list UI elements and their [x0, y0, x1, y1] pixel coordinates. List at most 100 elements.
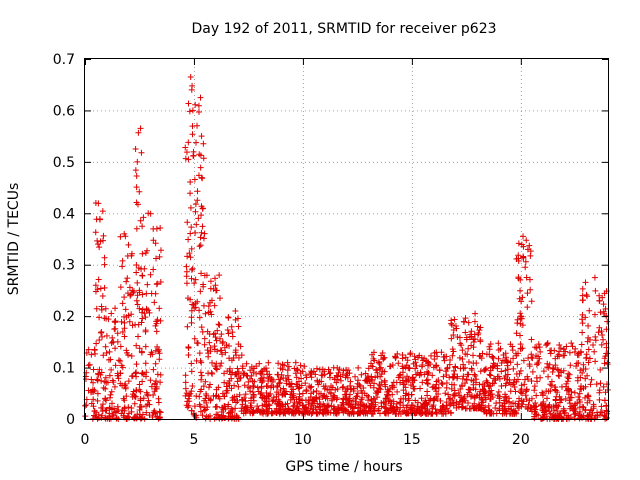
data-point — [137, 217, 144, 224]
data-point — [460, 373, 467, 380]
data-point — [377, 410, 384, 417]
data-point — [575, 393, 582, 400]
data-point — [196, 243, 203, 250]
data-point — [124, 275, 131, 282]
data-point — [267, 384, 274, 391]
data-point — [390, 379, 397, 386]
data-point — [601, 397, 608, 404]
data-point — [211, 346, 218, 353]
data-point — [591, 274, 598, 281]
data-point — [469, 393, 476, 400]
data-point — [443, 384, 450, 391]
data-point — [125, 378, 132, 385]
data-point — [326, 386, 333, 393]
data-point — [506, 376, 513, 383]
data-point — [520, 357, 527, 364]
data-point — [429, 384, 436, 391]
data-point — [194, 339, 201, 346]
data-point — [384, 407, 391, 414]
x-tick-label: 0 — [81, 432, 90, 448]
data-point — [191, 403, 198, 410]
data-point — [313, 365, 320, 372]
data-point — [129, 322, 136, 329]
data-point — [352, 373, 359, 380]
data-point — [105, 316, 112, 323]
y-tick-label: 0 — [66, 412, 75, 428]
data-point — [290, 394, 297, 401]
data-point — [88, 376, 95, 383]
data-point — [126, 284, 133, 291]
data-point — [502, 382, 509, 389]
data-point — [145, 210, 152, 217]
data-point — [495, 347, 502, 354]
data-point — [147, 271, 154, 278]
data-point — [582, 279, 589, 286]
data-point — [277, 365, 284, 372]
data-point — [143, 409, 150, 416]
data-point — [139, 250, 146, 257]
data-point — [207, 308, 214, 315]
data-point — [111, 326, 118, 333]
data-point — [312, 371, 319, 378]
data-point — [579, 329, 586, 336]
data-point — [281, 362, 288, 369]
data-point — [588, 376, 595, 383]
data-point — [102, 396, 109, 403]
data-point — [204, 347, 211, 354]
data-point — [438, 349, 445, 356]
data-point — [197, 403, 204, 410]
data-point — [554, 366, 561, 373]
data-point — [370, 395, 377, 402]
data-point — [445, 391, 452, 398]
data-point — [365, 365, 372, 372]
data-point — [275, 402, 282, 409]
data-point — [188, 245, 195, 252]
data-point — [470, 338, 477, 345]
data-point — [520, 243, 527, 250]
data-point — [407, 404, 414, 411]
data-point — [228, 357, 235, 364]
data-point — [531, 387, 538, 394]
data-point — [353, 398, 360, 405]
data-point — [500, 352, 507, 359]
data-point — [103, 397, 110, 404]
data-point — [326, 370, 333, 377]
data-point — [257, 409, 264, 416]
data-point — [144, 281, 151, 288]
data-point — [193, 139, 200, 146]
data-point — [264, 410, 271, 417]
data-point — [276, 379, 283, 386]
data-point — [518, 298, 525, 305]
data-point — [534, 378, 541, 385]
data-point — [604, 361, 611, 368]
data-point — [327, 390, 334, 397]
data-point — [92, 282, 99, 289]
data-point — [266, 392, 273, 399]
data-point — [588, 415, 595, 422]
data-point — [517, 287, 524, 294]
data-point — [120, 412, 127, 419]
data-point — [194, 188, 201, 195]
data-point — [307, 405, 314, 412]
data-point — [228, 385, 235, 392]
data-point — [350, 397, 357, 404]
data-point — [213, 366, 220, 373]
data-point — [429, 372, 436, 379]
data-point — [487, 396, 494, 403]
data-point — [524, 290, 531, 297]
data-point — [257, 391, 264, 398]
data-point — [399, 355, 406, 362]
data-point — [250, 369, 257, 376]
data-point — [582, 365, 589, 372]
data-point — [471, 400, 478, 407]
data-point — [268, 376, 275, 383]
data-point — [404, 373, 411, 380]
data-point — [380, 355, 387, 362]
data-point — [234, 397, 241, 404]
data-point — [134, 158, 141, 165]
data-point — [472, 379, 479, 386]
data-point — [528, 395, 535, 402]
data-point — [439, 381, 446, 388]
data-point — [516, 295, 523, 302]
